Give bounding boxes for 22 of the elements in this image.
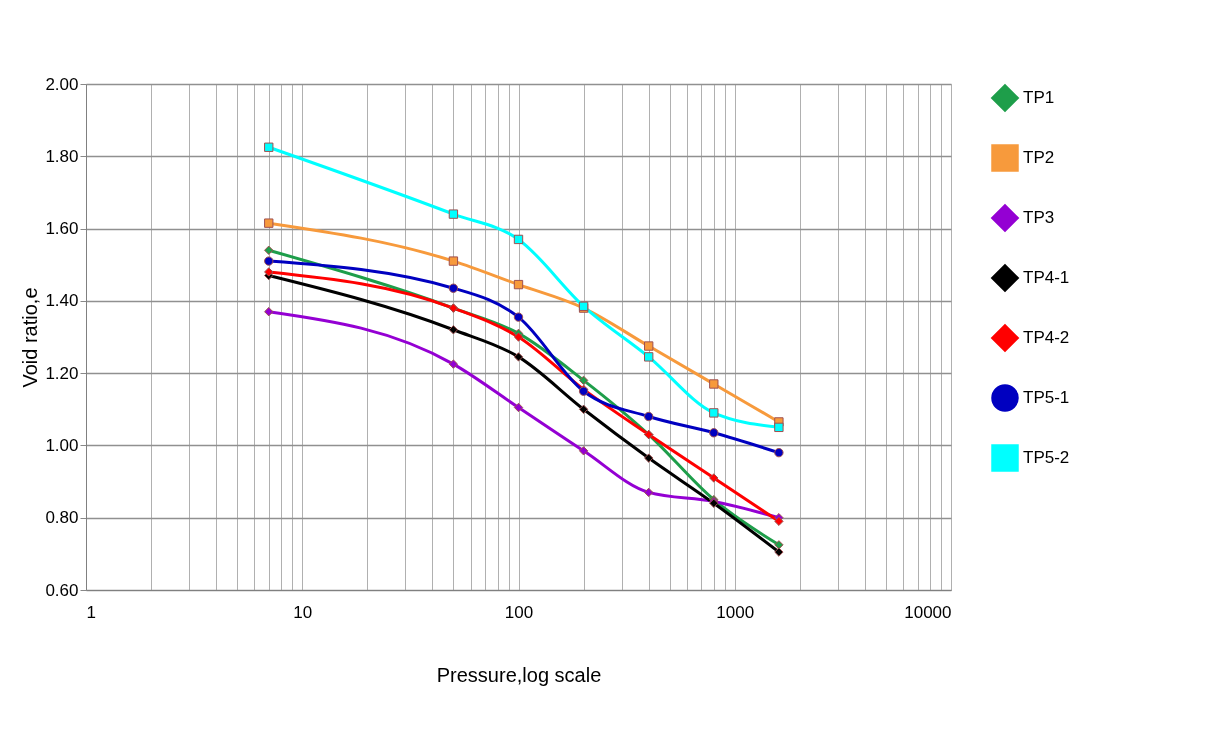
x-tick-label: 1000	[716, 602, 755, 622]
y-tick-label: 2.00	[45, 74, 79, 94]
x-tick-label: 1	[86, 602, 96, 622]
y-tick-label: 1.00	[45, 435, 79, 455]
legend-label: TP3	[1023, 208, 1055, 227]
y-tick-label: 1.60	[45, 219, 79, 239]
y-tick-label: 0.60	[45, 580, 79, 600]
legend-label: TP2	[1023, 148, 1055, 167]
legend-label: TP5-1	[1023, 388, 1070, 407]
legend-label: TP5-2	[1023, 448, 1070, 467]
x-tick-label: 10000	[904, 602, 952, 622]
legend-label: TP4-1	[1023, 268, 1070, 287]
x-tick-label: 100	[504, 602, 534, 622]
y-tick-label: 1.20	[45, 363, 79, 383]
y-axis-title: Void ratio,e	[19, 287, 42, 388]
x-tick-label: 10	[293, 602, 313, 622]
legend-label: TP1	[1023, 88, 1055, 107]
y-tick-label: 1.40	[45, 291, 79, 311]
x-axis-title: Pressure,log scale	[436, 663, 602, 686]
y-tick-label: 0.80	[45, 508, 79, 528]
legend-label: TP4-2	[1023, 328, 1070, 347]
y-tick-label: 1.80	[45, 146, 79, 166]
